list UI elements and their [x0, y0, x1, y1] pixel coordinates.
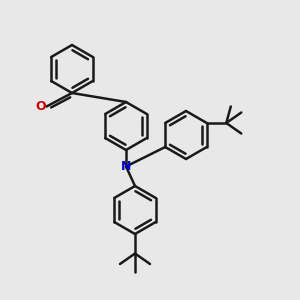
Text: O: O [36, 100, 46, 113]
Text: N: N [121, 160, 131, 173]
